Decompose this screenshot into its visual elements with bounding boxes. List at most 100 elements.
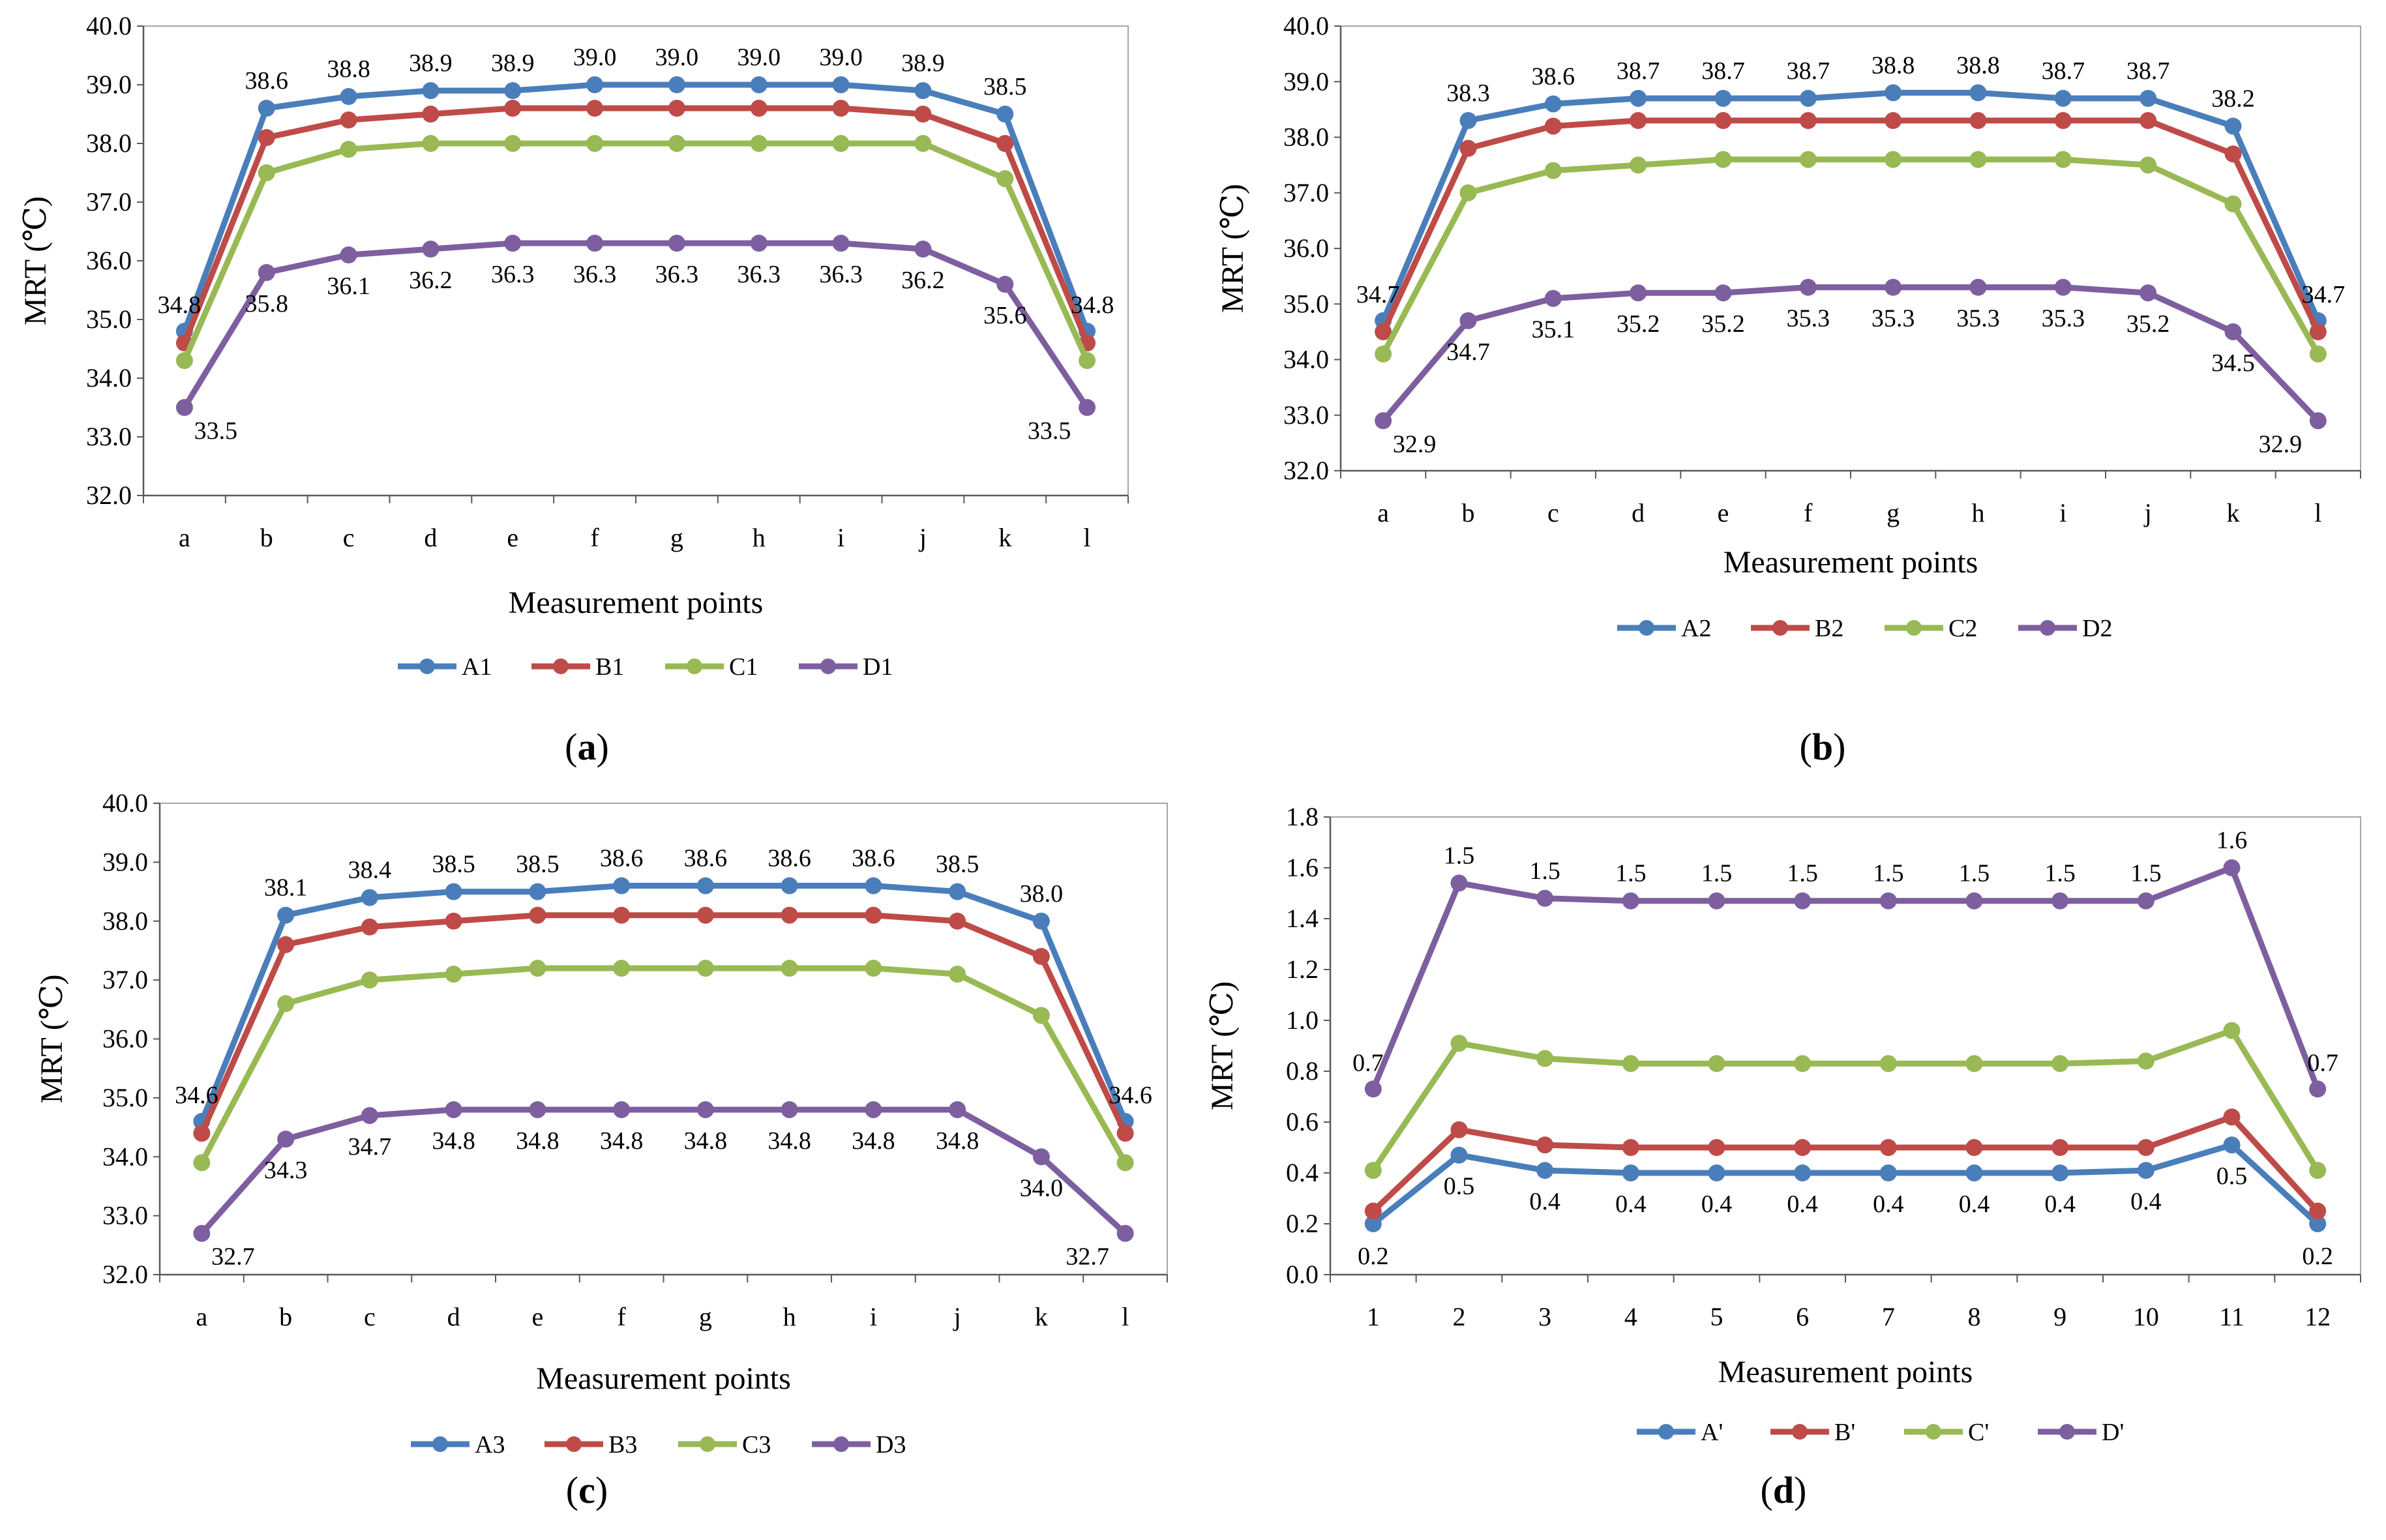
- legend-item: D1: [799, 653, 893, 681]
- data-point: [445, 966, 462, 983]
- data-label: 38.3: [1446, 80, 1490, 107]
- data-point: [865, 906, 882, 924]
- data-point: [1879, 1164, 1897, 1181]
- data-label: 38.1: [264, 874, 308, 902]
- data-point: [832, 235, 850, 252]
- data-label: 0.4: [1787, 1191, 1818, 1218]
- x-axis-title: Measurement points: [536, 1361, 791, 1396]
- series-C1: [175, 135, 1096, 369]
- data-point: [2137, 1052, 2155, 1070]
- y-tick-label: 0.6: [1286, 1107, 1319, 1136]
- data-point: [361, 1106, 378, 1124]
- panel-caption: (a): [565, 726, 609, 768]
- data-label: 32.7: [1066, 1243, 1109, 1271]
- x-tick-label: 9: [2053, 1302, 2066, 1331]
- data-point: [2223, 1136, 2241, 1154]
- series-D2: [1375, 278, 2327, 430]
- data-point: [2309, 412, 2327, 430]
- data-point: [696, 1101, 714, 1118]
- legend: A1 B1 C1 D1: [398, 653, 893, 681]
- data-point: [175, 352, 193, 369]
- series-line: [199, 912, 1128, 1135]
- series-A': [1364, 1136, 2327, 1232]
- data-point: [1630, 284, 1647, 302]
- data-point: [1965, 892, 1983, 910]
- series-B2: [1375, 111, 2327, 340]
- panel-caption: (b): [1800, 726, 1846, 768]
- data-point: [996, 135, 1014, 152]
- data-point: [865, 1101, 882, 1118]
- legend-item: C': [1904, 1419, 1989, 1446]
- y-tick-label: 32.0: [1283, 456, 1329, 485]
- x-tick-label: j: [953, 1302, 961, 1331]
- legend: A2 B2 C2 D2: [1617, 615, 2112, 642]
- data-point: [1969, 278, 1987, 296]
- data-point: [586, 235, 604, 252]
- x-tick-label: f: [617, 1302, 626, 1331]
- x-tick-label: g: [699, 1302, 712, 1331]
- data-label: 36.3: [819, 261, 863, 288]
- legend-label: A1: [462, 653, 492, 681]
- data-point: [2224, 323, 2242, 340]
- data-point: [258, 100, 275, 117]
- data-point: [613, 877, 631, 895]
- x-tick-label: k: [2227, 498, 2240, 527]
- data-point: [668, 135, 685, 152]
- data-point: [277, 906, 295, 924]
- data-point: [2054, 89, 2072, 107]
- x-axis-title: Measurement points: [1718, 1355, 1973, 1389]
- data-point: [1079, 352, 1096, 369]
- chart-panel-a: 32.0 33.0 34.0 35.0 36.0 37.0 38.0 39.0 40.0 a b c d…: [18, 11, 1129, 768]
- data-label: 33.5: [1028, 417, 1071, 445]
- data-point: [1630, 89, 1647, 107]
- data-point: [865, 960, 882, 977]
- data-point: [1536, 1162, 1554, 1179]
- y-tick-label: 0.2: [1286, 1209, 1319, 1238]
- data-point: [1794, 892, 1812, 910]
- data-point: [2223, 1022, 2241, 1039]
- legend-label: B2: [1815, 615, 1843, 642]
- data-point: [1885, 111, 1902, 129]
- data-label: 35.2: [2126, 310, 2170, 338]
- legend-marker: [566, 1436, 582, 1452]
- data-point: [1885, 151, 1902, 168]
- data-label: 35.3: [1787, 305, 1830, 333]
- data-point: [1799, 151, 1817, 168]
- legend-item: D': [2038, 1419, 2124, 1446]
- series-line: [1380, 89, 2321, 322]
- data-label: 38.9: [409, 50, 453, 77]
- data-label: 1.5: [1529, 857, 1560, 885]
- data-point: [865, 877, 882, 895]
- data-label: 1.5: [2130, 860, 2162, 887]
- data-point: [832, 135, 850, 152]
- data-point: [613, 960, 631, 977]
- series-D3: [193, 1101, 1134, 1242]
- data-point: [2309, 345, 2327, 363]
- legend-label: B1: [595, 653, 624, 681]
- data-labels-A3: 34.6 38.1 38.4 38.5 38.5 38.6 38.6 38.6 38.6 38.5…: [175, 845, 1152, 1110]
- data-point: [750, 100, 768, 117]
- data-point: [445, 1101, 462, 1118]
- data-point: [2309, 1162, 2327, 1179]
- data-label: 38.6: [768, 845, 811, 872]
- data-label: 34.8: [1071, 291, 1114, 319]
- legend-marker: [1658, 1424, 1674, 1440]
- data-point: [750, 235, 768, 252]
- x-tick-label: k: [998, 523, 1011, 552]
- y-tick-label: 37.0: [1283, 178, 1329, 207]
- series-line: [1380, 117, 2321, 333]
- data-point: [340, 111, 357, 128]
- series-line: [199, 965, 1128, 1164]
- legend-marker: [1792, 1424, 1808, 1440]
- data-label: 34.8: [516, 1127, 559, 1155]
- series-A1: [175, 76, 1096, 340]
- data-point: [2137, 1162, 2155, 1179]
- data-point: [2224, 195, 2242, 213]
- data-point: [1965, 1055, 1983, 1073]
- data-point: [258, 129, 275, 146]
- data-point: [1885, 278, 1902, 296]
- data-label: 38.7: [1787, 57, 1830, 85]
- legend-marker: [2040, 620, 2055, 636]
- data-label: 0.5: [2216, 1162, 2248, 1190]
